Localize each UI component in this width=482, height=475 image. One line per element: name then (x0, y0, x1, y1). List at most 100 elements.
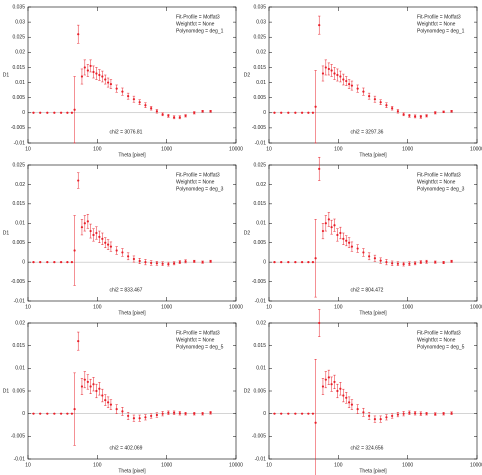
data-point (324, 222, 327, 225)
x-axis-label: Theta [pixel] (118, 310, 146, 316)
data-point (138, 417, 141, 420)
y-tick-label: 0.02 (256, 50, 266, 56)
chi2-label: chi2 = 3076.81 (110, 129, 143, 135)
data-point (280, 261, 283, 264)
x-axis-label: Theta [pixel] (118, 468, 146, 474)
x-axis-label: Theta [pixel] (359, 310, 387, 316)
y-tick-label: 0 (22, 259, 25, 265)
data-point (178, 412, 181, 415)
panel: -0.01 -0.005 0 0.005 0.01 0.015 0.02 10 100 1000 1… (244, 309, 482, 475)
data-point (39, 412, 42, 415)
data-point (127, 95, 130, 98)
data-point (95, 72, 98, 75)
data-point (121, 410, 124, 413)
data-point (339, 75, 342, 78)
data-point (350, 403, 354, 406)
x-tick-label: 1000 (161, 146, 172, 152)
y-tick-label: 0.005 (12, 95, 25, 101)
data-point (385, 104, 388, 107)
data-point (83, 66, 86, 69)
data-point (396, 110, 400, 113)
data-point (396, 262, 400, 265)
data-point (348, 241, 351, 244)
data-point (327, 67, 330, 71)
plot-frame (27, 164, 237, 302)
data-point (89, 229, 92, 233)
data-point (144, 261, 147, 264)
y-tick-label: 0.005 (253, 240, 266, 246)
data-point (324, 378, 327, 381)
y-tick-label: 0.03 (256, 19, 266, 25)
data-point (330, 69, 333, 72)
annotation: Weightfct = None (417, 21, 456, 27)
data-point (77, 179, 80, 182)
data-point (368, 95, 371, 98)
data-point (402, 113, 405, 116)
y-tick-label: 0.01 (15, 80, 25, 86)
data-point (132, 257, 136, 261)
x-tick-label: 10 (266, 462, 272, 468)
data-point (373, 98, 377, 101)
data-point (109, 245, 113, 248)
panel: -0.01 -0.005 0 0.005 0.01 0.015 0.02 0.025 10 100… (3, 162, 243, 316)
x-tick-label: 10000 (229, 462, 243, 468)
data-point (373, 257, 377, 260)
y-tick-label: 0.005 (253, 388, 266, 394)
data-point (333, 72, 336, 75)
data-point (333, 224, 336, 227)
data-point (150, 107, 153, 110)
data-point (53, 261, 56, 264)
x-tick-label: 100 (334, 462, 343, 468)
x-tick-label: 10000 (229, 146, 243, 152)
data-point (311, 412, 315, 415)
data-point (209, 110, 212, 113)
data-point (434, 111, 437, 114)
data-point (201, 110, 204, 113)
data-point (287, 412, 290, 415)
data-point (101, 75, 104, 78)
y-tick-label: 0.015 (12, 343, 25, 349)
y-tick-label: -0.01 (255, 140, 267, 146)
data-point (70, 412, 74, 415)
data-point (327, 376, 330, 379)
data-point (391, 262, 394, 265)
data-point (442, 412, 445, 415)
data-point (425, 412, 428, 415)
annotation: Weightfct = None (417, 179, 456, 185)
data-point (333, 380, 336, 384)
annotation: Fit-Profile = Moffat3 (176, 172, 220, 178)
data-point (345, 239, 348, 242)
data-point (184, 114, 187, 117)
y-tick-label: 0.015 (12, 201, 25, 207)
data-point (318, 24, 321, 27)
x-tick-label: 10000 (229, 304, 243, 310)
data-point (150, 261, 153, 265)
y-tick-label: -0.01 (255, 456, 267, 462)
y-tick-label: 0.01 (256, 221, 266, 227)
data-point (408, 411, 411, 414)
y-tick-label: 0.025 (253, 35, 266, 41)
x-tick-label: 10 (25, 304, 31, 310)
x-tick-label: 10 (266, 146, 272, 152)
y-tick-label: 0.03 (15, 19, 25, 25)
data-point (362, 251, 365, 254)
panel: -0.01 -0.005 0 0.005 0.01 0.015 0.02 0.025 0.03 0… (3, 4, 243, 158)
y-tick-label: 0.015 (253, 65, 266, 71)
y-tick-label: 0.015 (253, 201, 266, 207)
y-tick-label: -0.01 (14, 140, 26, 146)
y-tick-label: 0 (22, 411, 25, 417)
y-tick-label: 0.02 (15, 182, 25, 188)
data-point (379, 101, 382, 104)
data-point (70, 261, 74, 264)
data-point (300, 111, 304, 114)
data-point (345, 396, 348, 399)
data-point (273, 412, 276, 415)
data-point (209, 411, 212, 414)
data-point (321, 385, 325, 388)
data-point (408, 262, 411, 265)
annotation: Polynomdeg = deg_5 (176, 344, 224, 350)
data-point (86, 69, 89, 72)
data-point (92, 383, 95, 386)
annotation: Fit-Profile = Moffat3 (176, 330, 220, 336)
